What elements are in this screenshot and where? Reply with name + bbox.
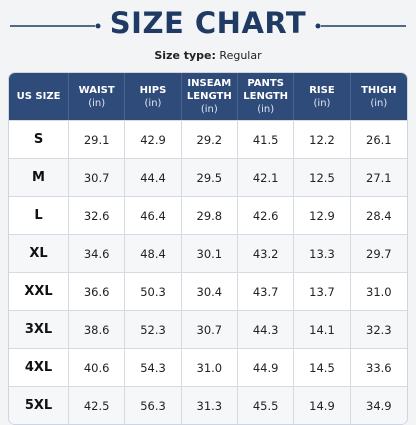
table-row: 3XL 38.6 52.3 30.7 44.3 14.1 32.3 [9, 310, 407, 348]
column-unit: (in) [200, 104, 218, 115]
table-row: 5XL 42.5 56.3 31.3 45.5 14.9 34.9 [9, 386, 407, 424]
column-unit: (in) [313, 97, 331, 109]
size-table: US SIZE WAIST (in) HIPS (in) INSEAM LENGTH (in… [8, 72, 408, 425]
dot-left [95, 23, 101, 29]
column-name: HIPS [139, 84, 167, 96]
value-cell: 33.6 [350, 348, 407, 386]
value-cell: 27.1 [350, 158, 407, 196]
value-cell: 30.7 [181, 310, 238, 348]
value-cell: 29.1 [69, 120, 126, 158]
value-cell: 30.4 [181, 272, 238, 310]
size-cell: XL [9, 234, 69, 272]
size-cell: L [9, 196, 69, 234]
column-header: WAIST (in) [69, 73, 126, 120]
value-cell: 31.3 [181, 386, 238, 424]
value-cell: 30.7 [69, 158, 126, 196]
column-header: US SIZE [9, 73, 69, 120]
value-cell: 29.8 [181, 196, 238, 234]
value-cell: 12.9 [294, 196, 351, 234]
value-cell: 14.5 [294, 348, 351, 386]
value-cell: 38.6 [69, 310, 126, 348]
value-cell: 31.0 [181, 348, 238, 386]
value-cell: 14.1 [294, 310, 351, 348]
value-cell: 54.3 [125, 348, 182, 386]
value-cell: 30.1 [181, 234, 238, 272]
value-cell: 46.4 [125, 196, 182, 234]
value-cell: 26.1 [350, 120, 407, 158]
dot-right [315, 23, 321, 29]
column-header: PANTS LENGTH (in) [237, 73, 295, 120]
value-cell: 50.3 [125, 272, 182, 310]
table-row: M 30.7 44.4 29.5 42.1 12.5 27.1 [9, 158, 407, 196]
subtitle-label: Size type: [154, 49, 216, 62]
table-row: 4XL 40.6 54.3 31.0 44.9 14.5 33.6 [9, 348, 407, 386]
value-cell: 43.2 [237, 234, 295, 272]
value-cell: 34.9 [350, 386, 407, 424]
column-unit: (in) [370, 97, 388, 109]
title: SIZE CHART [109, 6, 307, 40]
subtitle: Size type: Regular [0, 49, 416, 62]
value-cell: 52.3 [125, 310, 182, 348]
size-cell: XXL [9, 272, 69, 310]
size-cell: 5XL [9, 386, 69, 424]
value-cell: 44.3 [237, 310, 295, 348]
value-cell: 29.7 [350, 234, 407, 272]
value-cell: 44.4 [125, 158, 182, 196]
value-cell: 31.0 [350, 272, 407, 310]
table-row: L 32.6 46.4 29.8 42.6 12.9 28.4 [9, 196, 407, 234]
column-header: THIGH (in) [350, 73, 407, 120]
size-cell: S [9, 120, 69, 158]
value-cell: 42.5 [69, 386, 126, 424]
column-name: INSEAM LENGTH [186, 78, 232, 102]
page: SIZE CHART Size type: Regular US SIZE WAI… [0, 6, 416, 425]
size-cell: M [9, 158, 69, 196]
column-name: PANTS LENGTH [243, 78, 289, 102]
value-cell: 43.7 [237, 272, 295, 310]
table-row: S 29.1 42.9 29.2 41.5 12.2 26.1 [9, 120, 407, 158]
column-unit: (in) [144, 97, 162, 109]
value-cell: 14.9 [294, 386, 351, 424]
column-name: WAIST [78, 84, 115, 96]
value-cell: 34.6 [69, 234, 126, 272]
column-name: RISE [309, 84, 335, 96]
table-row: XXL 36.6 50.3 30.4 43.7 13.7 31.0 [9, 272, 407, 310]
value-cell: 56.3 [125, 386, 182, 424]
value-cell: 32.6 [69, 196, 126, 234]
value-cell: 29.5 [181, 158, 238, 196]
value-cell: 13.7 [294, 272, 351, 310]
column-header: RISE (in) [294, 73, 351, 120]
value-cell: 29.2 [181, 120, 238, 158]
header-row: US SIZE WAIST (in) HIPS (in) INSEAM LENGTH (in… [9, 73, 407, 120]
value-cell: 44.9 [237, 348, 295, 386]
table-body: S 29.1 42.9 29.2 41.5 12.2 26.1 M 30.7 44.4 29.5 42… [9, 120, 407, 424]
column-unit: (in) [257, 104, 275, 115]
value-cell: 42.6 [237, 196, 295, 234]
value-cell: 40.6 [69, 348, 126, 386]
value-cell: 42.1 [237, 158, 295, 196]
column-name: US SIZE [16, 91, 61, 102]
value-cell: 41.5 [237, 120, 295, 158]
value-cell: 48.4 [125, 234, 182, 272]
column-name: THIGH [361, 84, 397, 96]
title-decoration [10, 23, 406, 29]
value-cell: 28.4 [350, 196, 407, 234]
size-cell: 4XL [9, 348, 69, 386]
value-cell: 36.6 [69, 272, 126, 310]
value-cell: 12.2 [294, 120, 351, 158]
column-header: INSEAM LENGTH (in) [181, 73, 238, 120]
value-cell: 32.3 [350, 310, 407, 348]
column-unit: (in) [88, 97, 106, 109]
column-header: HIPS (in) [125, 73, 182, 120]
value-cell: 45.5 [237, 386, 295, 424]
value-cell: 12.5 [294, 158, 351, 196]
subtitle-value: Regular [219, 49, 262, 62]
table-row: XL 34.6 48.4 30.1 43.2 13.3 29.7 [9, 234, 407, 272]
value-cell: 13.3 [294, 234, 351, 272]
size-cell: 3XL [9, 310, 69, 348]
value-cell: 42.9 [125, 120, 182, 158]
